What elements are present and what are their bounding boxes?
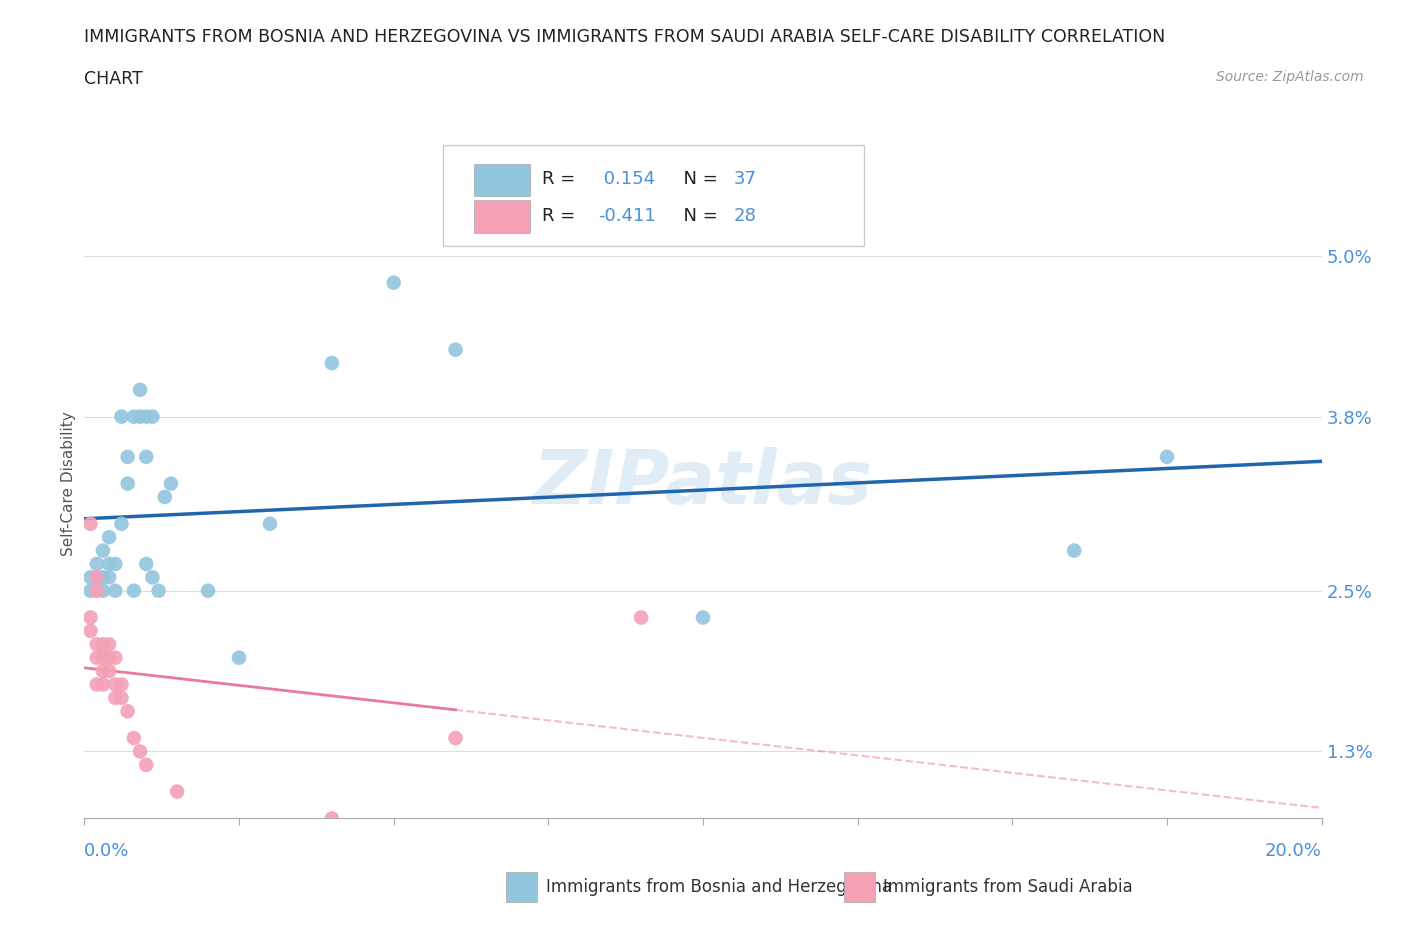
- Point: [122, 409, 145, 424]
- Point: [91, 664, 114, 679]
- Point: [91, 637, 114, 652]
- Point: [86, 677, 108, 692]
- Point: [98, 637, 121, 652]
- Point: [79, 623, 101, 638]
- Point: [79, 610, 101, 625]
- Point: [135, 449, 157, 464]
- FancyBboxPatch shape: [443, 145, 863, 246]
- Point: [321, 355, 343, 370]
- Point: [104, 583, 127, 598]
- Text: IMMIGRANTS FROM BOSNIA AND HERZEGOVINA VS IMMIGRANTS FROM SAUDI ARABIA SELF-CARE: IMMIGRANTS FROM BOSNIA AND HERZEGOVINA V…: [84, 28, 1166, 46]
- Point: [91, 677, 114, 692]
- Point: [98, 556, 121, 571]
- Text: R =: R =: [543, 170, 581, 188]
- Y-axis label: Self-Care Disability: Self-Care Disability: [60, 411, 76, 556]
- Point: [110, 409, 132, 424]
- Point: [98, 570, 121, 585]
- Point: [1063, 543, 1085, 558]
- Text: 0.154: 0.154: [598, 170, 655, 188]
- Point: [129, 382, 152, 397]
- Point: [382, 275, 405, 290]
- Text: 28: 28: [734, 206, 756, 225]
- Point: [259, 516, 281, 531]
- Point: [630, 610, 652, 625]
- Text: 37: 37: [734, 170, 756, 188]
- Point: [141, 570, 163, 585]
- Point: [148, 583, 170, 598]
- Text: N =: N =: [672, 206, 724, 225]
- Point: [692, 610, 714, 625]
- Point: [129, 744, 152, 759]
- Point: [1156, 449, 1178, 464]
- Text: N =: N =: [672, 170, 724, 188]
- Point: [122, 731, 145, 746]
- Point: [104, 556, 127, 571]
- Text: CHART: CHART: [84, 70, 143, 87]
- Point: [98, 530, 121, 545]
- Text: Source: ZipAtlas.com: Source: ZipAtlas.com: [1216, 70, 1364, 84]
- Point: [91, 543, 114, 558]
- Point: [104, 650, 127, 665]
- Point: [141, 409, 163, 424]
- Text: 0.0%: 0.0%: [84, 842, 129, 859]
- Point: [79, 570, 101, 585]
- Point: [153, 489, 176, 504]
- Point: [86, 583, 108, 598]
- Text: Immigrants from Bosnia and Herzegovina: Immigrants from Bosnia and Herzegovina: [546, 878, 891, 897]
- Text: Immigrants from Saudi Arabia: Immigrants from Saudi Arabia: [883, 878, 1133, 897]
- Bar: [474, 164, 530, 195]
- Point: [135, 556, 157, 571]
- Text: -0.411: -0.411: [598, 206, 655, 225]
- Point: [98, 664, 121, 679]
- Point: [228, 650, 250, 665]
- Point: [79, 516, 101, 531]
- Point: [444, 731, 467, 746]
- Point: [166, 784, 188, 799]
- Text: R =: R =: [543, 206, 581, 225]
- Point: [104, 677, 127, 692]
- Text: ZIPatlas: ZIPatlas: [533, 447, 873, 520]
- Point: [91, 570, 114, 585]
- Point: [135, 409, 157, 424]
- Point: [86, 650, 108, 665]
- Point: [110, 677, 132, 692]
- Point: [79, 583, 101, 598]
- Point: [86, 637, 108, 652]
- Point: [91, 583, 114, 598]
- Point: [110, 690, 132, 705]
- Point: [321, 811, 343, 826]
- Point: [129, 409, 152, 424]
- Point: [117, 449, 139, 464]
- Point: [117, 704, 139, 719]
- Point: [122, 583, 145, 598]
- Point: [135, 757, 157, 772]
- Point: [86, 556, 108, 571]
- Point: [98, 650, 121, 665]
- Point: [110, 516, 132, 531]
- Point: [86, 570, 108, 585]
- Bar: [474, 200, 530, 232]
- Point: [86, 570, 108, 585]
- Point: [197, 583, 219, 598]
- Point: [104, 690, 127, 705]
- Point: [91, 650, 114, 665]
- Point: [117, 476, 139, 491]
- Point: [444, 342, 467, 357]
- Text: 20.0%: 20.0%: [1265, 842, 1322, 859]
- Point: [160, 476, 183, 491]
